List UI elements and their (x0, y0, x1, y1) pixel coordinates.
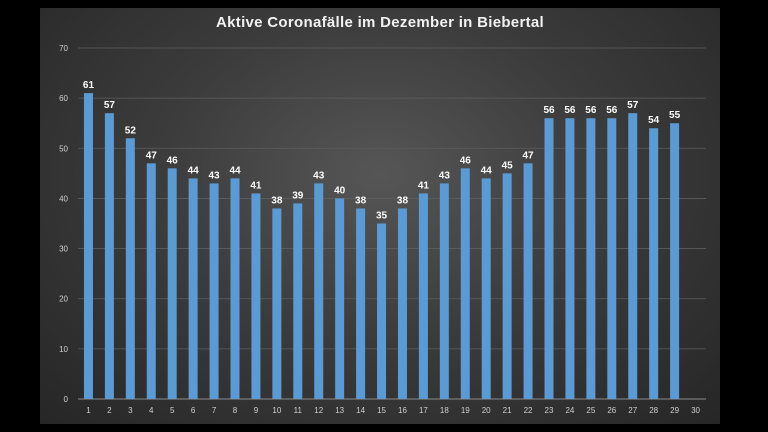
y-tick-label: 50 (59, 144, 68, 153)
data-label: 44 (481, 165, 493, 176)
data-label: 54 (648, 115, 660, 126)
x-tick-label: 13 (335, 406, 344, 415)
x-tick-label: 23 (545, 406, 554, 415)
data-label: 55 (669, 110, 681, 121)
x-tick-label: 11 (294, 406, 303, 415)
bar (188, 178, 198, 399)
data-label: 43 (439, 170, 451, 181)
bar (314, 183, 324, 399)
bar (335, 198, 345, 399)
bar (83, 93, 93, 399)
data-label: 44 (229, 165, 241, 176)
x-tick-label: 29 (670, 406, 679, 415)
x-tick-label: 2 (107, 406, 112, 415)
bar (251, 193, 261, 399)
data-label: 46 (460, 155, 472, 166)
bar (230, 178, 240, 399)
x-tick-label: 9 (254, 406, 259, 415)
x-tick-label: 18 (440, 406, 449, 415)
data-label: 45 (502, 160, 514, 171)
data-label: 47 (146, 150, 158, 161)
data-label: 52 (125, 125, 137, 136)
data-label: 47 (523, 150, 535, 161)
bar (586, 118, 596, 399)
x-tick-label: 12 (314, 406, 323, 415)
y-tick-label: 60 (59, 94, 68, 103)
x-tick-label: 15 (377, 406, 386, 415)
data-label: 56 (585, 105, 597, 116)
data-label: 46 (167, 155, 179, 166)
chart-title: Aktive Coronafälle im Dezember in Bieber… (216, 14, 544, 31)
x-tick-label: 16 (398, 406, 407, 415)
bar-chart: 0102030405060706115725234744654464374484… (59, 44, 706, 415)
data-label: 41 (250, 180, 262, 191)
bar (397, 208, 407, 399)
x-tick-label: 22 (524, 406, 533, 415)
data-label: 56 (564, 105, 576, 116)
x-tick-label: 21 (503, 406, 512, 415)
data-label: 43 (209, 170, 221, 181)
data-label: 61 (83, 80, 95, 91)
x-tick-label: 4 (149, 406, 154, 415)
x-tick-label: 6 (191, 406, 196, 415)
data-label: 57 (104, 100, 116, 111)
bar (293, 203, 303, 399)
x-tick-label: 17 (419, 406, 428, 415)
chart-area: Aktive Coronafälle im Dezember in Bieber… (40, 8, 720, 424)
bar (502, 173, 512, 399)
data-label: 40 (334, 185, 346, 196)
x-tick-label: 8 (233, 406, 238, 415)
data-label: 38 (397, 195, 409, 206)
bar (460, 168, 470, 399)
y-tick-label: 30 (59, 245, 68, 254)
data-label: 43 (313, 170, 325, 181)
bar (649, 128, 659, 399)
bar (628, 113, 638, 399)
bar (167, 168, 177, 399)
bar (670, 123, 680, 399)
x-tick-label: 20 (482, 406, 491, 415)
data-label: 44 (188, 165, 200, 176)
data-label: 35 (376, 211, 388, 222)
x-tick-label: 25 (586, 406, 595, 415)
bar (104, 113, 114, 399)
data-label: 38 (271, 195, 283, 206)
data-label: 39 (292, 190, 304, 201)
x-tick-label: 7 (212, 406, 217, 415)
data-label: 38 (355, 195, 367, 206)
bar (523, 163, 533, 399)
bar (418, 193, 428, 399)
y-tick-label: 0 (64, 395, 69, 404)
bar (439, 183, 449, 399)
bar (356, 208, 366, 399)
x-tick-label: 10 (272, 406, 281, 415)
data-label: 56 (606, 105, 618, 116)
bar (272, 208, 282, 399)
bar (146, 163, 156, 399)
data-label: 57 (627, 100, 639, 111)
x-tick-label: 5 (170, 406, 175, 415)
data-label: 41 (418, 180, 430, 191)
bar (377, 223, 387, 399)
bar (565, 118, 575, 399)
data-label: 56 (543, 105, 555, 116)
x-tick-label: 28 (649, 406, 658, 415)
x-tick-label: 30 (691, 406, 700, 415)
y-tick-label: 20 (59, 295, 68, 304)
x-tick-label: 24 (565, 406, 574, 415)
x-tick-label: 1 (86, 406, 91, 415)
y-tick-label: 40 (59, 194, 68, 203)
bar (125, 138, 135, 399)
x-tick-label: 14 (356, 406, 365, 415)
x-tick-label: 27 (628, 406, 637, 415)
bar (209, 183, 219, 399)
y-tick-label: 10 (59, 345, 68, 354)
bar (481, 178, 491, 399)
x-tick-label: 19 (461, 406, 470, 415)
bar (544, 118, 554, 399)
bar (607, 118, 617, 399)
y-tick-label: 70 (59, 44, 68, 53)
x-tick-label: 26 (607, 406, 616, 415)
x-tick-label: 3 (128, 406, 133, 415)
